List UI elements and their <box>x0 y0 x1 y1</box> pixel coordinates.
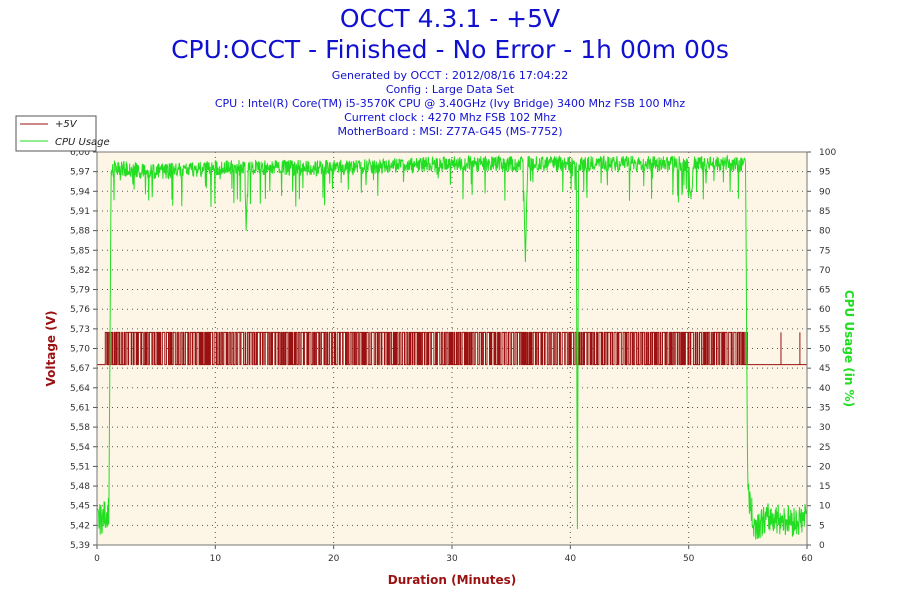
y-left-tick-label: 5,76 <box>70 305 90 315</box>
y-left-tick-label: 5,48 <box>70 482 90 492</box>
info-config: Config : Large Data Set <box>385 83 515 96</box>
y-axis-left-label: Voltage (V) <box>44 311 58 387</box>
plot-border <box>96 151 808 546</box>
y-left-tick-label: 5,67 <box>70 364 90 374</box>
y-right-tick-label: 40 <box>819 384 831 394</box>
info-clock: Current clock : 4270 Mhz FSB 102 Mhz <box>344 111 556 124</box>
y-right-tick-label: 70 <box>819 266 831 276</box>
y-left-tick-label: 5,79 <box>70 286 90 296</box>
y-left-tick-label: 5,54 <box>70 443 90 453</box>
x-tick-label: 30 <box>446 554 458 564</box>
x-tick-label: 60 <box>801 554 813 564</box>
y-left-tick-label: 5,51 <box>70 462 90 472</box>
x-axis-label: Duration (Minutes) <box>388 573 516 587</box>
y-left-tick-label: 5,70 <box>70 345 90 355</box>
y-right-tick-label: 35 <box>819 403 830 413</box>
x-tick-label: 50 <box>683 554 695 564</box>
y-right-tick-label: 45 <box>819 364 830 374</box>
y-left-tick-label: 5,88 <box>70 227 90 237</box>
y-left-tick-label: 5,61 <box>70 403 90 413</box>
y-right-tick-label: 50 <box>819 345 831 355</box>
y-left-tick-label: 5,94 <box>70 187 90 197</box>
series-cpu-usage <box>96 154 808 540</box>
y-left-tick-label: 5,85 <box>70 246 90 256</box>
legend: +5V CPU Usage <box>15 115 110 152</box>
voltage-line <box>97 331 807 366</box>
info-cpu: CPU : Intel(R) Core(TM) i5-3570K CPU @ 3… <box>214 97 686 110</box>
y-left-tick-label: 5,45 <box>70 502 90 512</box>
series-voltage <box>97 331 807 366</box>
y-right-tick-label: 75 <box>819 246 830 256</box>
x-tick-label: 0 <box>94 554 100 564</box>
y-right-tick-label: 15 <box>819 482 830 492</box>
y-left-tick-label: 5,39 <box>70 541 90 551</box>
y-right-tick-label: 25 <box>819 443 830 453</box>
y-right-tick-label: 60 <box>819 305 831 315</box>
legend-box <box>15 115 97 152</box>
legend-label-cpu: CPU Usage <box>55 137 110 148</box>
y-right-tick-label: 90 <box>819 187 831 197</box>
chart-title: OCCT 4.3.1 - +5V <box>339 4 561 33</box>
y-left-tick-label: 5,97 <box>70 168 90 178</box>
y-right-tick-label: 0 <box>819 541 825 551</box>
y-right-tick-label: 95 <box>819 168 830 178</box>
y-axis-right-label: CPU Usage (in %) <box>842 290 856 407</box>
y-right-tick-label: 30 <box>819 423 831 433</box>
y-left-tick-label: 5,58 <box>70 423 90 433</box>
y-right-tick-label: 55 <box>819 325 830 335</box>
y-left-tick-label: 5,82 <box>70 266 90 276</box>
chart-subtitle: CPU:OCCT - Finished - No Error - 1h 00m … <box>171 35 729 64</box>
legend-label-voltage: +5V <box>55 119 78 130</box>
x-tick-label: 20 <box>328 554 340 564</box>
y-right-tick-label: 65 <box>819 286 830 296</box>
x-tick-label: 10 <box>210 554 222 564</box>
info-motherboard: MotherBoard : MSI: Z77A-G45 (MS-7752) <box>337 125 563 138</box>
y-left-tick-label: 5,42 <box>70 521 90 531</box>
y-left-tick-label: 5,64 <box>70 384 90 394</box>
y-right-tick-label: 80 <box>819 227 831 237</box>
y-left-tick-label: 5,73 <box>70 325 90 335</box>
y-right-tick-label: 85 <box>819 207 830 217</box>
y-right-tick-label: 100 <box>819 148 836 158</box>
x-tick-label: 40 <box>565 554 577 564</box>
y-left-tick-label: 6,00 <box>70 148 90 158</box>
y-right-tick-label: 20 <box>819 462 831 472</box>
info-generated: Generated by OCCT : 2012/08/16 17:04:22 <box>331 69 569 82</box>
y-right-tick-label: 5 <box>819 521 825 531</box>
y-left-tick-label: 5,91 <box>70 207 90 217</box>
y-right-tick-label: 10 <box>819 502 831 512</box>
